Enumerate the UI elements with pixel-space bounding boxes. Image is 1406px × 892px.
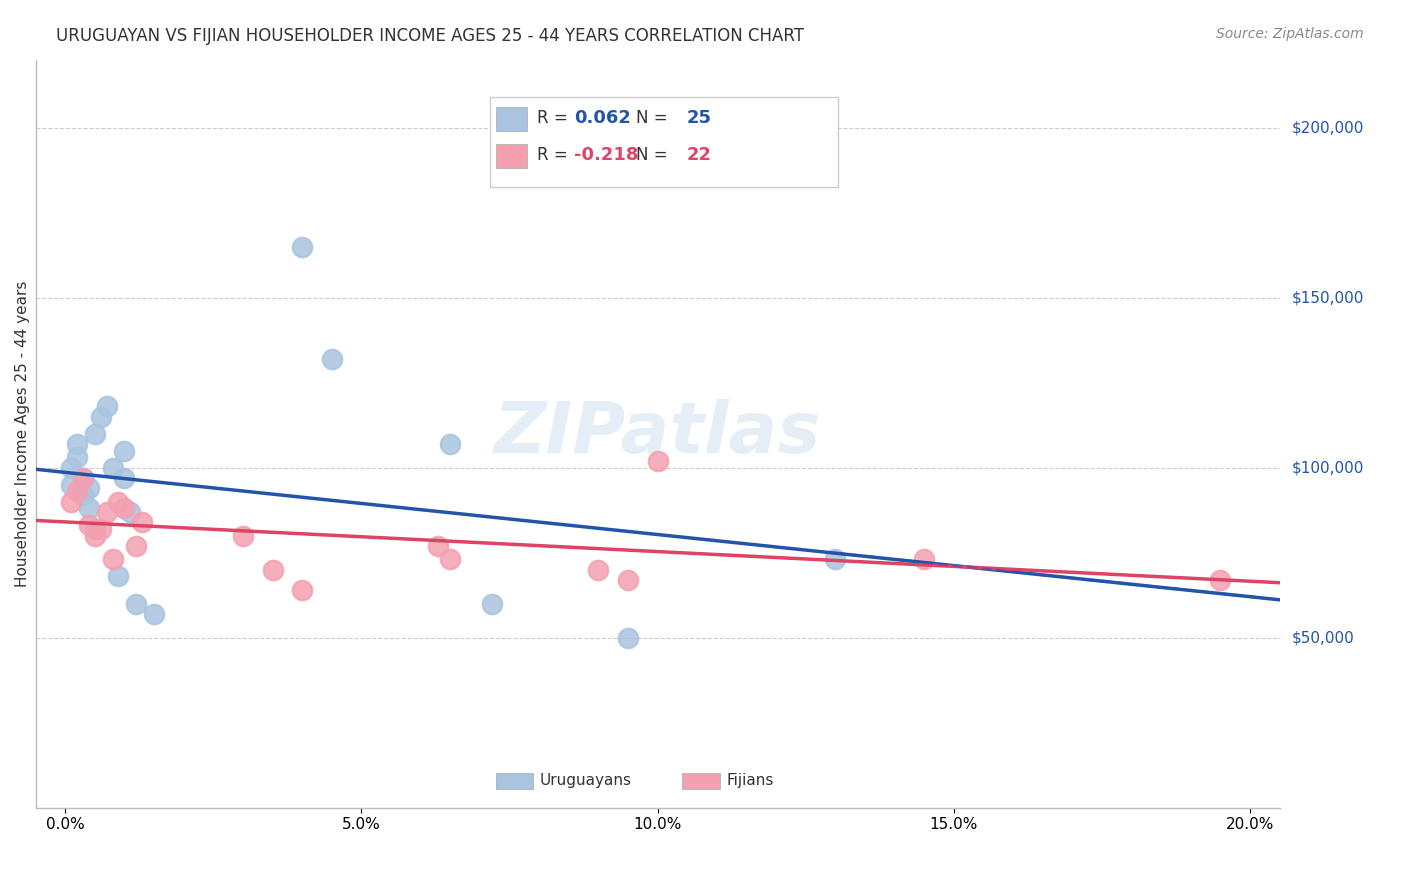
Y-axis label: Householder Income Ages 25 - 44 years: Householder Income Ages 25 - 44 years xyxy=(15,280,30,587)
Text: $50,000: $50,000 xyxy=(1292,630,1355,645)
Point xyxy=(107,494,129,508)
Point xyxy=(131,515,153,529)
Point xyxy=(66,437,89,451)
Point xyxy=(112,501,135,516)
Point xyxy=(262,563,284,577)
Point xyxy=(617,631,640,645)
Point xyxy=(66,450,89,465)
Point xyxy=(60,460,83,475)
Text: $100,000: $100,000 xyxy=(1292,460,1364,475)
Text: URUGUAYAN VS FIJIAN HOUSEHOLDER INCOME AGES 25 - 44 YEARS CORRELATION CHART: URUGUAYAN VS FIJIAN HOUSEHOLDER INCOME A… xyxy=(56,27,804,45)
FancyBboxPatch shape xyxy=(489,97,838,186)
Point xyxy=(588,563,610,577)
Point xyxy=(60,477,83,491)
Point xyxy=(107,569,129,583)
Point xyxy=(647,454,669,468)
Text: Source: ZipAtlas.com: Source: ZipAtlas.com xyxy=(1216,27,1364,41)
Point xyxy=(77,501,100,516)
Point xyxy=(427,539,450,553)
Point xyxy=(232,529,254,543)
Point xyxy=(1209,573,1232,587)
Point xyxy=(125,597,148,611)
Point xyxy=(439,437,461,451)
Text: N =: N = xyxy=(637,146,673,164)
Text: 0.062: 0.062 xyxy=(574,109,631,127)
Point xyxy=(83,522,105,536)
Point xyxy=(83,426,105,441)
Point xyxy=(321,351,343,366)
Point xyxy=(72,488,94,502)
Point xyxy=(72,471,94,485)
Text: -0.218: -0.218 xyxy=(574,146,638,164)
Point xyxy=(112,443,135,458)
Point xyxy=(66,484,89,499)
Point xyxy=(291,582,314,597)
Point xyxy=(120,505,142,519)
Point xyxy=(439,552,461,566)
Point xyxy=(60,494,83,508)
Text: N =: N = xyxy=(637,109,673,127)
Point xyxy=(481,597,503,611)
Text: R =: R = xyxy=(537,146,572,164)
Text: R =: R = xyxy=(537,109,572,127)
Point xyxy=(72,471,94,485)
Point xyxy=(291,239,314,253)
Point xyxy=(90,522,112,536)
FancyBboxPatch shape xyxy=(496,107,527,130)
FancyBboxPatch shape xyxy=(496,772,533,789)
Point xyxy=(90,409,112,424)
Point xyxy=(143,607,166,621)
Point xyxy=(101,552,124,566)
Text: Uruguayans: Uruguayans xyxy=(540,773,631,789)
Text: $200,000: $200,000 xyxy=(1292,120,1364,135)
Point xyxy=(112,471,135,485)
Text: 25: 25 xyxy=(686,109,711,127)
Point xyxy=(824,552,846,566)
Point xyxy=(77,518,100,533)
Point xyxy=(912,552,935,566)
Point xyxy=(96,505,118,519)
Point xyxy=(83,529,105,543)
Point xyxy=(77,481,100,495)
Point xyxy=(125,539,148,553)
Point xyxy=(101,460,124,475)
Text: 22: 22 xyxy=(686,146,711,164)
FancyBboxPatch shape xyxy=(682,772,720,789)
Text: $150,000: $150,000 xyxy=(1292,290,1364,305)
Point xyxy=(617,573,640,587)
Text: ZIPatlas: ZIPatlas xyxy=(494,399,821,468)
FancyBboxPatch shape xyxy=(496,145,527,168)
Point xyxy=(96,400,118,414)
Text: Fijians: Fijians xyxy=(725,773,773,789)
